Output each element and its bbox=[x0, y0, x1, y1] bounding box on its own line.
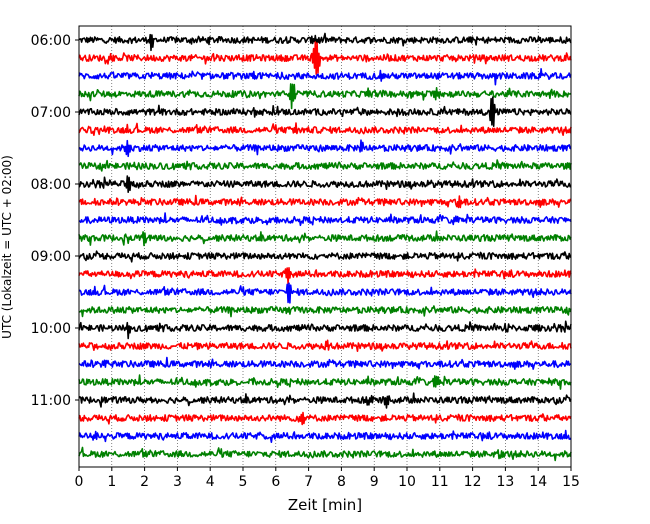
seismic-traces bbox=[78, 32, 572, 462]
y-tick-label: 06:00 bbox=[31, 33, 71, 49]
trace-0815 bbox=[78, 194, 572, 209]
x-tick-label: 8 bbox=[337, 474, 346, 490]
y-tick-label: 11:00 bbox=[31, 393, 71, 409]
x-tick-label: 13 bbox=[496, 474, 514, 490]
trace-0715 bbox=[78, 122, 572, 136]
y-axis-label: UTC (Lokalzeit = UTC + 02:00) bbox=[0, 155, 14, 339]
x-tick-label: 7 bbox=[304, 474, 313, 490]
trace-0945 bbox=[79, 305, 572, 318]
trace-1100 bbox=[78, 392, 572, 409]
y-tick-label: 08:00 bbox=[31, 177, 71, 193]
x-tick-label: 3 bbox=[173, 474, 182, 490]
x-tick-label: 4 bbox=[206, 474, 215, 490]
trace-0645 bbox=[78, 83, 572, 110]
axes: 0 1 2 3 4 5 6 7 8 9 10 11 12 13 14 1506:0007:0008:0009:… bbox=[31, 25, 580, 490]
trace-0730 bbox=[78, 139, 572, 158]
trace-0700 bbox=[78, 96, 572, 127]
y-tick-label: 09:00 bbox=[31, 249, 71, 265]
x-tick-label: 6 bbox=[271, 474, 280, 490]
x-tick-label: 1 bbox=[107, 474, 116, 490]
trace-1045 bbox=[78, 374, 572, 390]
trace-0830 bbox=[78, 212, 572, 227]
trace-0900 bbox=[78, 250, 572, 263]
trace-1145 bbox=[78, 446, 572, 462]
x-tick-label: 0 bbox=[75, 474, 84, 490]
trace-0800 bbox=[78, 175, 572, 193]
x-axis-label: Zeit [min] bbox=[288, 496, 362, 514]
trace-1130 bbox=[78, 429, 572, 443]
trace-0600 bbox=[78, 32, 572, 52]
x-tick-label: 14 bbox=[529, 474, 547, 490]
trace-0630 bbox=[78, 68, 572, 86]
x-tick-label: 11 bbox=[431, 474, 449, 490]
y-tick-label: 10:00 bbox=[31, 321, 71, 337]
trace-0915 bbox=[78, 267, 572, 285]
x-tick-label: 5 bbox=[239, 474, 248, 490]
x-tick-label: 10 bbox=[398, 474, 416, 490]
trace-1015 bbox=[78, 339, 572, 352]
y-tick-label: 07:00 bbox=[31, 105, 71, 121]
plot-frame bbox=[78, 25, 572, 468]
trace-1000 bbox=[78, 320, 572, 340]
x-tick-label: 15 bbox=[562, 474, 580, 490]
trace-0930 bbox=[78, 282, 572, 304]
x-tick-label: 12 bbox=[464, 474, 482, 490]
trace-1115 bbox=[78, 411, 572, 426]
trace-0845 bbox=[78, 230, 572, 247]
trace-0615 bbox=[78, 41, 572, 75]
trace-0745 bbox=[78, 159, 572, 172]
x-tick-label: 9 bbox=[370, 474, 379, 490]
x-tick-label: 2 bbox=[140, 474, 149, 490]
trace-1030 bbox=[78, 356, 571, 370]
